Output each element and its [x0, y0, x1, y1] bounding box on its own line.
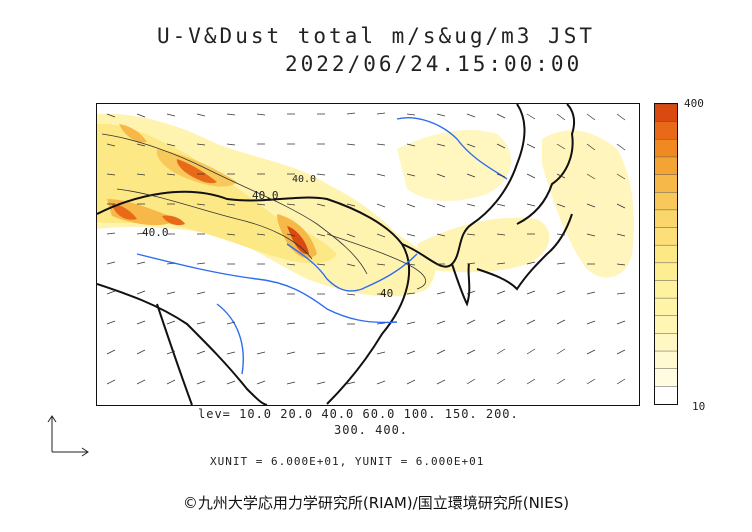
color-scale-step [655, 315, 677, 334]
levels-line-2: 300. 400. [334, 423, 409, 437]
unit-vector-info: XUNIT = 6.000E+01, YUNIT = 6.000E+01 [210, 455, 485, 468]
color-scale-step [655, 104, 677, 123]
color-scale-step [655, 333, 677, 352]
color-scale-max-label: 400 [684, 97, 704, 110]
contour-label: 40.0 [252, 189, 279, 202]
color-scale-step [655, 139, 677, 158]
contour-label: 40.0 [142, 226, 169, 239]
color-scale-step [655, 245, 677, 264]
contour-label: 40.0 [292, 174, 316, 185]
color-scale-step [655, 280, 677, 299]
color-scale-step [655, 121, 677, 140]
reference-arrows-icon [47, 415, 89, 457]
color-scale-step [655, 156, 677, 176]
dust-field [97, 113, 634, 297]
coastlines [97, 104, 576, 405]
color-scale-step [655, 351, 677, 370]
contour-label: 40 [380, 287, 393, 300]
color-scale [655, 103, 677, 405]
color-scale-min-label: 10 [692, 400, 706, 413]
color-scale-step [655, 262, 677, 281]
contours [101, 133, 427, 290]
color-scale-step [655, 192, 677, 211]
chart-datetime: 2022/06/24.15:00:00 [285, 52, 583, 76]
color-scale-step [655, 298, 677, 317]
dust-map: 40.0 40.0 40 40.0 [97, 104, 634, 405]
color-scale-bar [654, 103, 678, 405]
map-frame: 40.0 40.0 40 40.0 [96, 103, 640, 406]
levels-line-1: lev= 10.0 20.0 40.0 60.0 100. 150. 200. [198, 407, 519, 421]
rivers [136, 117, 508, 375]
color-scale-step [655, 368, 677, 387]
color-scale-step [655, 386, 677, 405]
color-scale-step [655, 174, 677, 193]
wind-vectors [106, 112, 626, 385]
color-scale-step [655, 227, 677, 246]
copyright-notice: ©九州大学応用力学研究所(RIAM)/国立環境研究所(NIES) [182, 494, 570, 512]
color-scale-step [655, 209, 677, 229]
chart-title: U-V&Dust total m/s&ug/m3 JST [156, 24, 595, 48]
